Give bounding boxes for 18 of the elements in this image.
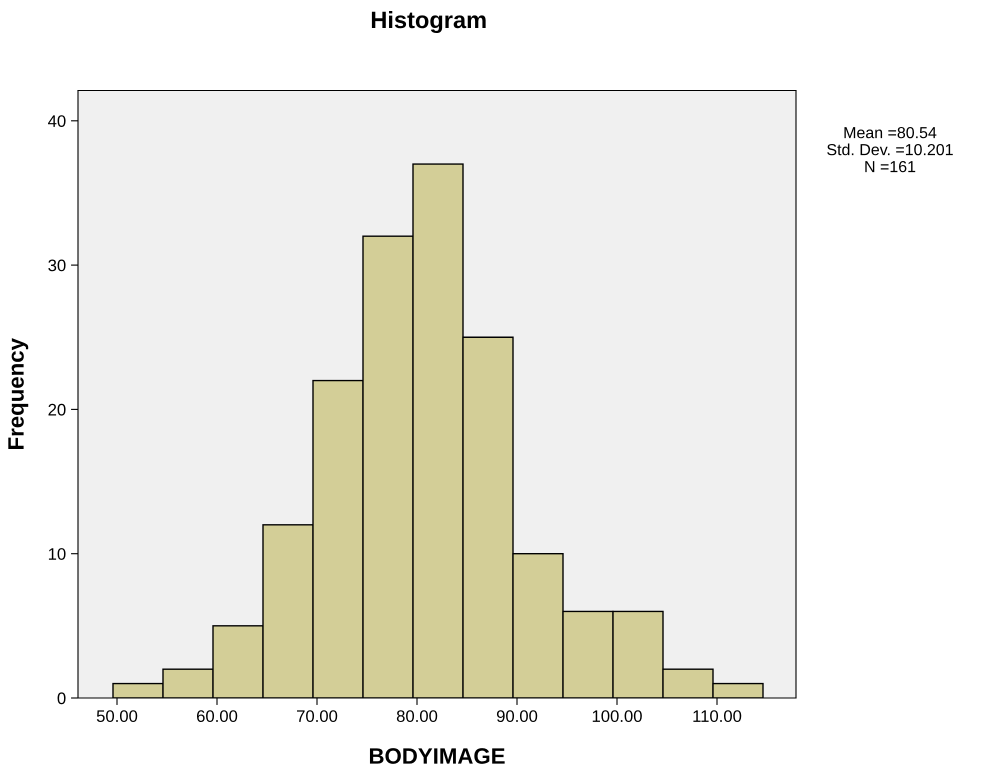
chart-title: Histogram: [372, 10, 486, 34]
x-tick-label: 60.00: [196, 710, 238, 722]
x-tick-label: 70.00: [297, 710, 338, 722]
text: Std. Dev. =10.201: [827, 144, 953, 156]
y-tick-label: 20: [48, 404, 66, 416]
x-tick-label: 50.00: [96, 710, 138, 722]
y-tick-label: 30: [48, 260, 66, 272]
x-axis-title: BODYIMAGE: [370, 748, 505, 764]
y-tick-label: 10: [48, 548, 66, 560]
x-tick-label: 110.00: [693, 710, 742, 722]
x-tick-label: 90.00: [496, 710, 538, 722]
y-axis-title: Frequency: [8, 338, 28, 449]
text: N =161: [865, 160, 916, 172]
x-tick-label: 80.00: [396, 710, 438, 722]
text: Mean =80.54: [844, 126, 936, 138]
y-tick-label: 40: [48, 115, 66, 128]
x-tick-label: 100.00: [592, 710, 642, 722]
y-tick-label: 0: [58, 692, 66, 704]
